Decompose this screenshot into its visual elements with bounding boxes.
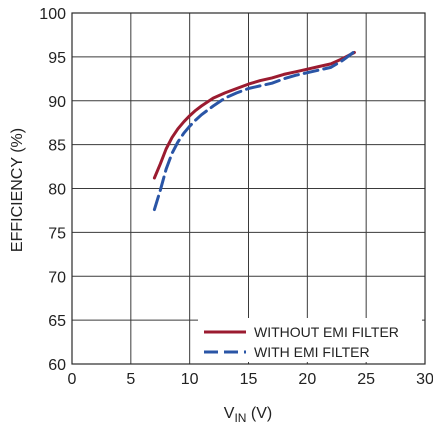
y-tick-label-80: 80 [48,182,66,199]
series-lines [152,50,356,212]
x-tick-label-5: 5 [126,371,135,388]
y-tick-label-100: 100 [39,6,66,23]
legend: WITHOUT EMI FILTER WITH EMI FILTER [198,318,422,362]
y-tick-label-75: 75 [48,225,66,242]
series-line-with-emi-filter [152,50,356,212]
x-axis-title-subscript: IN [234,411,246,423]
legend-background [198,318,422,362]
x-tick-label-25: 25 [357,371,375,388]
plot-frame [71,12,426,365]
grid [72,13,425,364]
y-tick-label-70: 70 [48,269,66,286]
legend-label-with-emi-filter: WITH EMI FILTER [254,344,370,360]
y-tick-label-90: 90 [48,94,66,111]
tick-labels: 0 5 10 15 20 25 30 60 65 70 75 80 85 90 95 100 [39,6,433,388]
x-tick-label-10: 10 [181,371,199,388]
y-axis-title: EFFICIENCY (%) [9,128,26,252]
x-tick-label-30: 30 [416,371,433,388]
x-axis-title-main: V [224,405,235,422]
x-tick-label-20: 20 [298,371,316,388]
y-tick-label-65: 65 [48,313,66,330]
x-axis-title: VIN (V) [224,405,272,423]
x-tick-label-15: 15 [240,371,258,388]
series-line-without-emi-filter [152,51,356,180]
y-tick-label-60: 60 [48,357,66,374]
y-tick-label-95: 95 [48,50,66,67]
x-axis-title-unit: (V) [246,405,272,422]
x-tick-label-0: 0 [68,371,77,388]
legend-label-without-emi-filter: WITHOUT EMI FILTER [254,324,399,340]
y-tick-label-85: 85 [48,138,66,155]
